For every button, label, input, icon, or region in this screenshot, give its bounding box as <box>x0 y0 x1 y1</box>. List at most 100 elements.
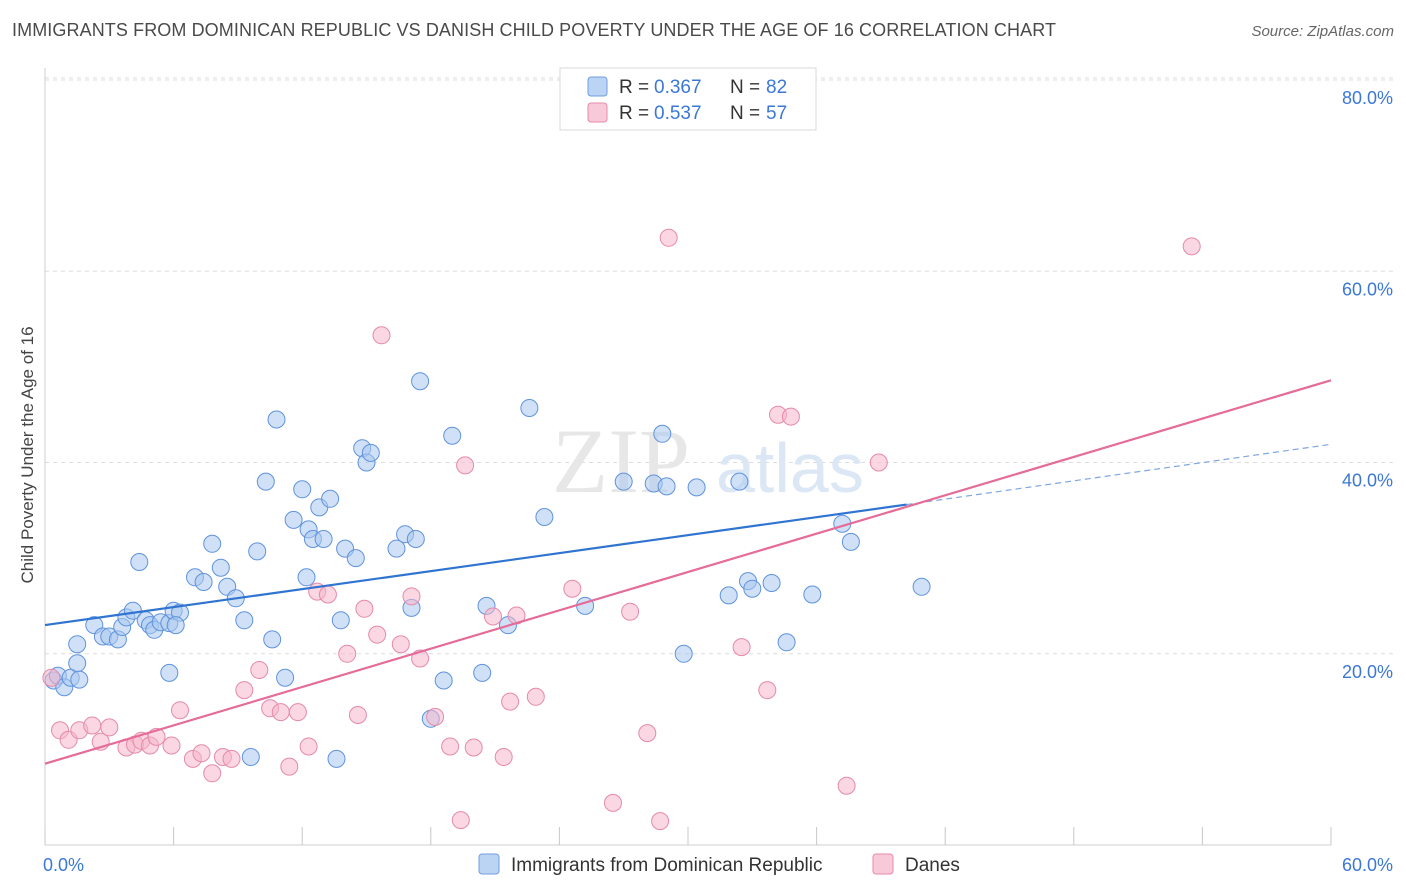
danes-point <box>355 599 374 618</box>
dominican-point <box>730 472 749 491</box>
dominican-point <box>473 663 492 682</box>
bottom-legend-label-pink: Danes <box>905 855 960 876</box>
dominican-point <box>248 542 267 561</box>
dominican-point <box>293 480 312 499</box>
dominican-point <box>68 654 87 673</box>
danes-point <box>494 748 513 766</box>
dominican-point <box>719 586 738 605</box>
chart-title: IMMIGRANTS FROM DOMINICAN REPUBLIC VS DA… <box>12 20 1057 40</box>
bottom-legend-swatch-blue <box>478 853 500 875</box>
dominican-point <box>743 579 762 598</box>
legend-r-label-1: R = <box>619 77 649 98</box>
danes-point <box>402 587 421 606</box>
y-tick-label: 80.0% <box>1342 88 1393 108</box>
dominican-point <box>434 671 453 690</box>
trend-lines <box>44 379 1332 765</box>
danes-point <box>250 661 269 679</box>
dominican-point <box>387 539 406 558</box>
dominican-point <box>614 472 633 491</box>
trend-line-dominican <box>44 503 907 627</box>
danes-point <box>288 703 307 722</box>
danes-point <box>338 644 357 663</box>
dominican-point <box>762 574 781 592</box>
trend-line-danes <box>44 379 1332 765</box>
dominican-point <box>346 549 365 568</box>
y-tick-label: 60.0% <box>1342 279 1393 299</box>
danes-point <box>372 326 391 345</box>
dominican-point <box>314 530 333 548</box>
danes-point <box>621 602 640 621</box>
danes-point <box>391 635 410 654</box>
danes-point <box>758 681 777 700</box>
x-tick-label-max: 60.0% <box>1342 855 1393 875</box>
danes-point <box>837 776 856 795</box>
dominican-point <box>331 611 350 630</box>
source-label: Source: ZipAtlas.com <box>1251 23 1394 40</box>
bottom-legend-label-blue: Immigrants from Dominican Republic <box>511 855 823 876</box>
dominican-point <box>687 478 706 497</box>
dominican-point <box>321 489 340 508</box>
tick-labels: 20.0% 40.0% 60.0% 80.0% 0.0% 60.0% <box>43 88 1393 875</box>
legend-n-label-2: N = <box>730 103 760 124</box>
danes-point <box>659 228 678 247</box>
danes-point <box>42 668 61 687</box>
danes-point <box>83 716 102 735</box>
dominican-point <box>160 663 179 682</box>
dominican-point <box>130 553 149 571</box>
legend-swatch-pink <box>587 102 608 123</box>
dominican-point <box>267 410 286 429</box>
dominican-point <box>777 633 796 652</box>
danes-point <box>441 737 460 756</box>
dominican-point <box>263 630 282 649</box>
danes-point <box>271 703 290 722</box>
dominican-point <box>411 372 430 391</box>
legend-r-value-1: 0.367 <box>654 77 702 98</box>
dominican-point <box>297 568 316 587</box>
danes-point <box>203 764 222 783</box>
dominican-point <box>203 534 222 553</box>
danes-point <box>171 701 189 720</box>
danes-point <box>222 749 241 768</box>
grid-lines <box>45 77 1394 655</box>
dominican-point <box>235 611 254 630</box>
trend-line-dominican-extension <box>906 443 1332 506</box>
danes-point <box>299 737 318 756</box>
dominican-point <box>68 635 87 654</box>
axes <box>44 68 1332 846</box>
danes-point <box>604 793 622 812</box>
dominican-point <box>211 558 230 577</box>
dominican-point <box>406 530 425 548</box>
correlation-legend: R = 0.367 N = 82 R = 0.537 N = 57 <box>559 67 817 131</box>
dominican-point <box>256 472 275 491</box>
series-danes-points <box>42 228 1201 831</box>
danes-point <box>426 707 445 726</box>
watermark-atlas: atlas <box>716 429 864 507</box>
legend-n-value-2: 57 <box>766 103 787 124</box>
legend-n-value-1: 82 <box>766 77 787 98</box>
dominican-point <box>194 573 213 591</box>
legend-r-value-2: 0.537 <box>654 103 702 124</box>
series-legend: Immigrants from Dominican Republic Danes <box>478 853 960 876</box>
danes-point <box>638 724 657 743</box>
danes-point <box>192 744 211 763</box>
danes-point <box>456 456 475 475</box>
legend-n-label-1: N = <box>730 77 760 98</box>
danes-point <box>464 738 483 757</box>
dominican-point <box>70 670 89 689</box>
dominican-point <box>284 510 303 529</box>
danes-point <box>869 453 888 472</box>
bottom-legend-swatch-pink <box>872 853 894 875</box>
dominican-point <box>803 585 822 604</box>
danes-point <box>348 706 367 724</box>
danes-point <box>781 407 800 426</box>
dominican-point <box>841 532 860 551</box>
dominican-point <box>674 644 693 663</box>
dominican-point <box>657 477 676 496</box>
danes-point <box>501 692 520 711</box>
danes-point <box>318 585 337 604</box>
danes-point <box>235 681 254 700</box>
dominican-point <box>361 443 380 462</box>
dominican-point <box>327 749 346 768</box>
dominican-point <box>241 748 260 766</box>
